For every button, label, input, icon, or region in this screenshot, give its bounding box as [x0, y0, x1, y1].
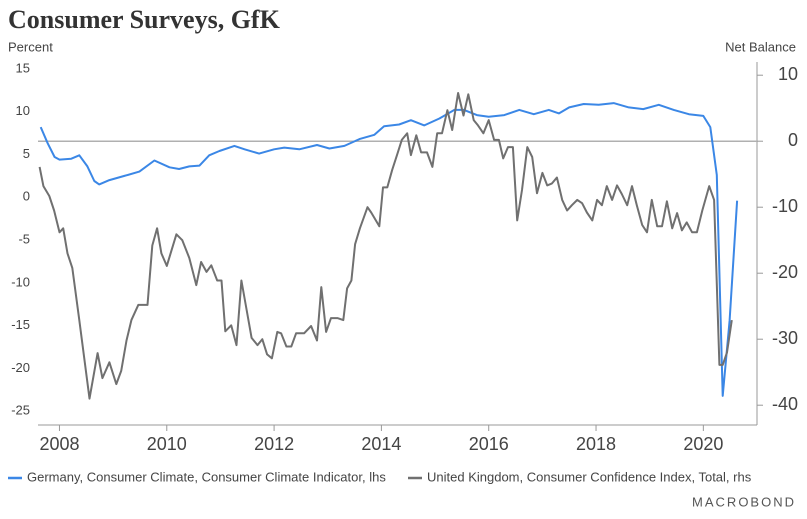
x-tick-label: 2012	[254, 434, 294, 454]
x-tick-label: 2018	[576, 434, 616, 454]
legend-label: Germany, Consumer Climate, Consumer Clim…	[27, 469, 386, 484]
y-tick-label: -15	[11, 317, 30, 332]
y2-tick-label: -20	[772, 262, 798, 282]
y-tick-label: 5	[23, 146, 30, 161]
chart-title: Consumer Surveys, GfK	[8, 5, 281, 34]
source-logo: MACROBOND	[692, 494, 796, 509]
y-tick-label: -5	[18, 232, 30, 247]
series-line	[38, 92, 733, 400]
y-tick-label: 0	[23, 189, 30, 204]
legend-label: United Kingdom, Consumer Confidence Inde…	[427, 469, 752, 484]
x-tick-label: 2014	[361, 434, 401, 454]
x-tick-label: 2010	[147, 434, 187, 454]
x-tick-label: 2008	[39, 434, 79, 454]
y2-axis-label: Net Balance	[725, 39, 796, 54]
y2-tick-label: 0	[788, 130, 798, 150]
y-tick-label: -10	[11, 274, 30, 289]
x-tick-label: 2016	[469, 434, 509, 454]
y2-tick-label: -10	[772, 196, 798, 216]
y-axis-label: Percent	[8, 39, 53, 54]
y2-tick-label: -30	[772, 328, 798, 348]
y2-tick-label: -40	[772, 394, 798, 414]
y-tick-label: 15	[16, 60, 30, 75]
y-tick-label: -25	[11, 403, 30, 418]
series-line	[39, 102, 739, 397]
y-tick-label: -20	[11, 360, 30, 375]
x-tick-label: 2020	[683, 434, 723, 454]
y2-tick-label: 10	[778, 64, 798, 84]
y-tick-label: 10	[16, 103, 30, 118]
